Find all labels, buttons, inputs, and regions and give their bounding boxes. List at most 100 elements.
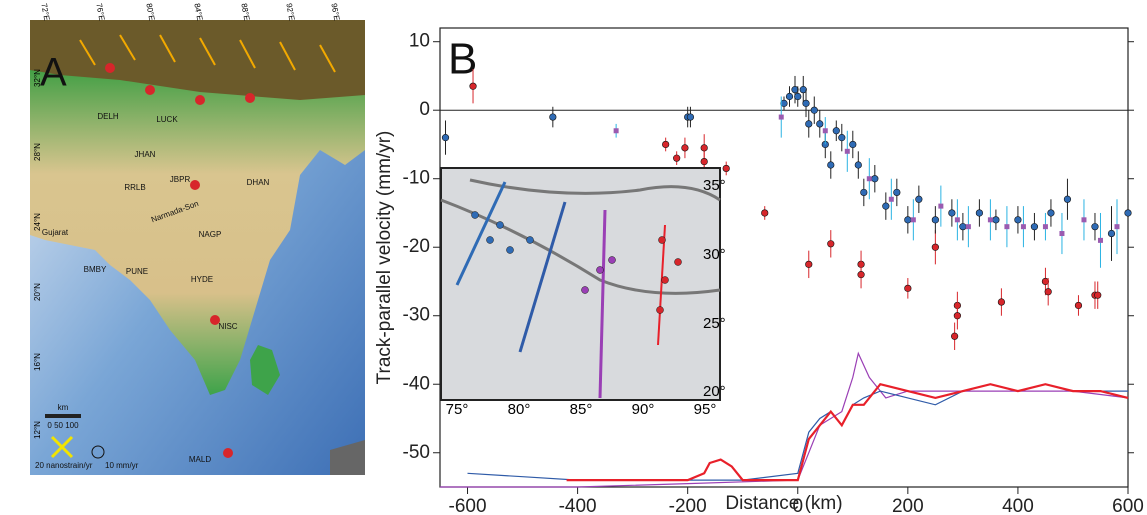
- point: [1004, 224, 1010, 230]
- lon-label: 96°E: [329, 3, 341, 22]
- point: [860, 188, 868, 197]
- y-tick-label: 0: [419, 99, 430, 120]
- point: [791, 86, 799, 94]
- point: [1097, 237, 1103, 243]
- himalaya: [30, 20, 365, 100]
- map-corner: [330, 440, 365, 475]
- lat-label: 24°N: [33, 213, 42, 231]
- lat-label: 32°N: [33, 69, 42, 87]
- point: [1042, 224, 1048, 230]
- point: [1044, 288, 1052, 296]
- point: [785, 92, 794, 101]
- place-label: JBPR: [170, 175, 191, 184]
- place-label: Gujarat: [42, 228, 69, 237]
- point: [1059, 231, 1065, 237]
- map-panel: A: [30, 20, 365, 475]
- point: [441, 134, 450, 142]
- inset-lon-label: 85°: [570, 401, 593, 418]
- lon-label: 76°E: [94, 3, 106, 22]
- inset-lat-label: 30°: [703, 246, 726, 263]
- panel-label: A: [40, 51, 67, 95]
- point: [904, 284, 912, 292]
- point: [805, 120, 813, 128]
- panel-label: B: [448, 35, 477, 84]
- point: [931, 216, 939, 224]
- point: [794, 92, 802, 101]
- inset-lon-label: 90°: [632, 401, 655, 418]
- map-land: [30, 55, 365, 395]
- point: [871, 175, 879, 183]
- lon-label: 92°E: [284, 3, 296, 22]
- velocity-legend: 10 mm/yr: [105, 461, 139, 470]
- sri-lanka: [250, 345, 280, 395]
- point: [761, 209, 769, 217]
- point: [662, 140, 670, 149]
- place-label: LUCK: [156, 115, 178, 124]
- point: [882, 202, 890, 210]
- y-tick-label: -50: [403, 442, 430, 463]
- point: [805, 260, 813, 268]
- point: [700, 144, 708, 152]
- point: [987, 217, 993, 223]
- y-tick-label: 10: [409, 31, 430, 52]
- profile-line: [566, 382, 1129, 482]
- place-label: DELH: [97, 112, 119, 121]
- point: [951, 332, 959, 340]
- inset-lon-label: 95°: [694, 401, 717, 418]
- place-label: JHAN: [135, 150, 156, 159]
- y-tick-label: -20: [403, 236, 430, 257]
- y-tick-label: -10: [403, 168, 430, 189]
- point: [1114, 224, 1120, 230]
- point: [686, 113, 695, 121]
- lon-label: 80°E: [144, 3, 156, 22]
- point: [857, 271, 865, 279]
- inset-lat-label: 35°: [703, 177, 726, 194]
- strain-legend: 20 nanostrain/yr: [35, 461, 93, 470]
- scale-bar: [45, 414, 81, 418]
- point: [722, 164, 730, 173]
- inset-lat-label: 20°: [703, 383, 726, 400]
- point: [893, 188, 901, 197]
- y-axis-label: Track-parallel velocity (mm/yr): [374, 131, 395, 385]
- lon-label: 72°E: [39, 3, 51, 22]
- place-label: NISC: [218, 322, 237, 331]
- point: [959, 223, 967, 231]
- point: [1094, 291, 1102, 299]
- point: [838, 134, 846, 142]
- y-tick-label: -40: [403, 373, 430, 394]
- point: [1047, 209, 1055, 217]
- place-label: NAGP: [199, 230, 222, 239]
- point: [997, 298, 1006, 306]
- point: [827, 161, 835, 169]
- point: [1041, 277, 1050, 286]
- point: [816, 120, 824, 128]
- point: [780, 99, 788, 107]
- point: [992, 216, 1000, 224]
- lat-label: 16°N: [33, 353, 42, 371]
- point: [700, 157, 708, 166]
- point: [954, 217, 960, 223]
- point: [931, 243, 939, 251]
- profile-line: [440, 351, 1129, 488]
- x-tick-label: -200: [669, 496, 707, 515]
- inset-lon-label: 75°: [446, 401, 469, 418]
- point: [1030, 223, 1039, 231]
- point: [888, 196, 894, 202]
- x-tick-label: 600: [1112, 496, 1144, 515]
- point: [681, 144, 689, 152]
- place-label: HYDE: [191, 275, 213, 284]
- velocity-arrows: [79, 34, 336, 73]
- lat-label: 12°N: [33, 421, 42, 439]
- lat-label: 28°N: [33, 143, 42, 161]
- point: [975, 209, 983, 217]
- inset-lat-label: 25°: [703, 315, 726, 332]
- lat-label: 20°N: [33, 283, 42, 301]
- point: [673, 154, 681, 162]
- point: [1074, 301, 1083, 310]
- point: [832, 127, 840, 135]
- point: [965, 224, 971, 230]
- point: [866, 176, 872, 182]
- y-tick-label: -30: [403, 305, 430, 326]
- scale-ticks: 0 50 100: [47, 421, 79, 430]
